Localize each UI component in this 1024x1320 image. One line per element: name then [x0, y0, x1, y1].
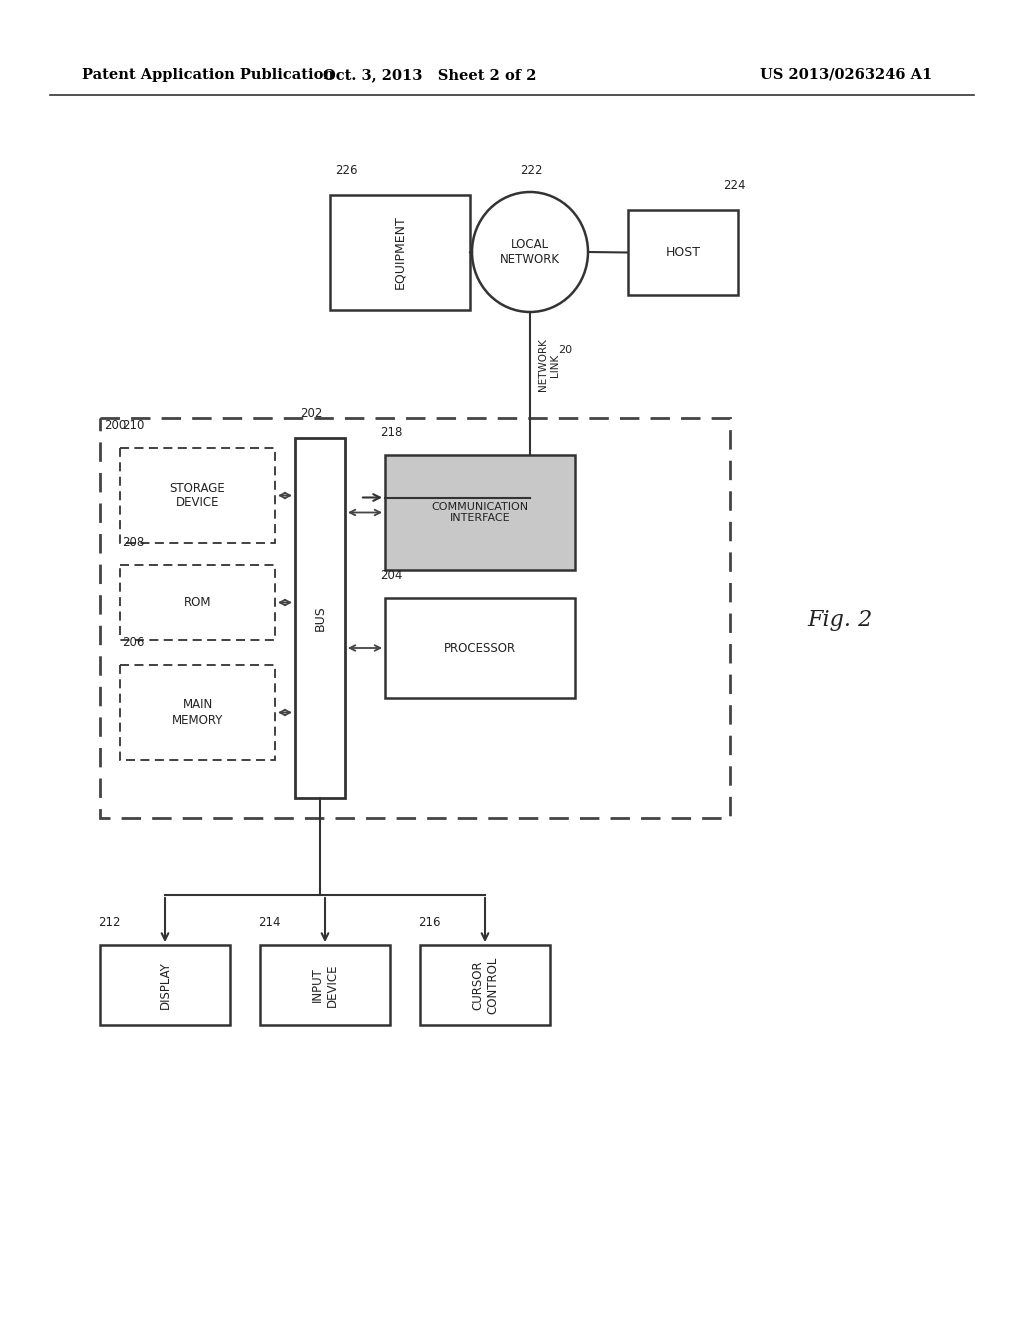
Text: STORAGE
DEVICE: STORAGE DEVICE: [170, 482, 225, 510]
Bar: [120, 665, 275, 760]
Text: 20: 20: [558, 345, 572, 355]
Text: 222: 222: [520, 164, 543, 177]
Ellipse shape: [472, 191, 588, 312]
Text: INPUT
DEVICE: INPUT DEVICE: [311, 964, 339, 1007]
Bar: [120, 447, 275, 543]
Bar: [330, 195, 470, 310]
Bar: [100, 418, 730, 818]
Text: NETWORK
LINK: NETWORK LINK: [538, 338, 559, 392]
Bar: [260, 945, 390, 1026]
Text: LOCAL
NETWORK: LOCAL NETWORK: [500, 238, 560, 267]
Text: Fig. 2: Fig. 2: [807, 609, 872, 631]
Text: Patent Application Publication: Patent Application Publication: [82, 69, 334, 82]
Text: BUS: BUS: [313, 605, 327, 631]
Text: 210: 210: [122, 418, 144, 432]
Text: 200: 200: [104, 418, 126, 432]
Text: 218: 218: [380, 426, 402, 440]
Text: ROM: ROM: [183, 597, 211, 609]
Bar: [100, 945, 230, 1026]
Text: 226: 226: [335, 164, 357, 177]
Bar: [385, 598, 575, 698]
Text: EQUIPMENT: EQUIPMENT: [393, 215, 407, 289]
Text: 206: 206: [122, 636, 144, 649]
Bar: [295, 438, 345, 799]
Bar: [120, 565, 275, 640]
Bar: [420, 945, 550, 1026]
Text: 204: 204: [380, 569, 402, 582]
Text: MAIN
MEMORY: MAIN MEMORY: [172, 698, 223, 726]
Bar: [628, 210, 738, 294]
Bar: [385, 455, 575, 570]
Text: 212: 212: [98, 916, 121, 929]
Text: HOST: HOST: [666, 246, 700, 259]
Text: 216: 216: [418, 916, 440, 929]
Text: Oct. 3, 2013   Sheet 2 of 2: Oct. 3, 2013 Sheet 2 of 2: [324, 69, 537, 82]
Text: CURSOR
CONTROL: CURSOR CONTROL: [471, 956, 499, 1014]
Text: DISPLAY: DISPLAY: [159, 961, 171, 1008]
Text: COMMUNICATION
INTERFACE: COMMUNICATION INTERFACE: [431, 502, 528, 523]
Text: 202: 202: [300, 407, 323, 420]
Text: 224: 224: [723, 180, 745, 191]
Text: PROCESSOR: PROCESSOR: [444, 642, 516, 655]
Text: 214: 214: [258, 916, 281, 929]
Text: US 2013/0263246 A1: US 2013/0263246 A1: [760, 69, 932, 82]
Text: 208: 208: [122, 536, 144, 549]
